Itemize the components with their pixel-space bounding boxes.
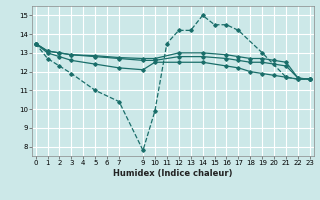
X-axis label: Humidex (Indice chaleur): Humidex (Indice chaleur)	[113, 169, 233, 178]
